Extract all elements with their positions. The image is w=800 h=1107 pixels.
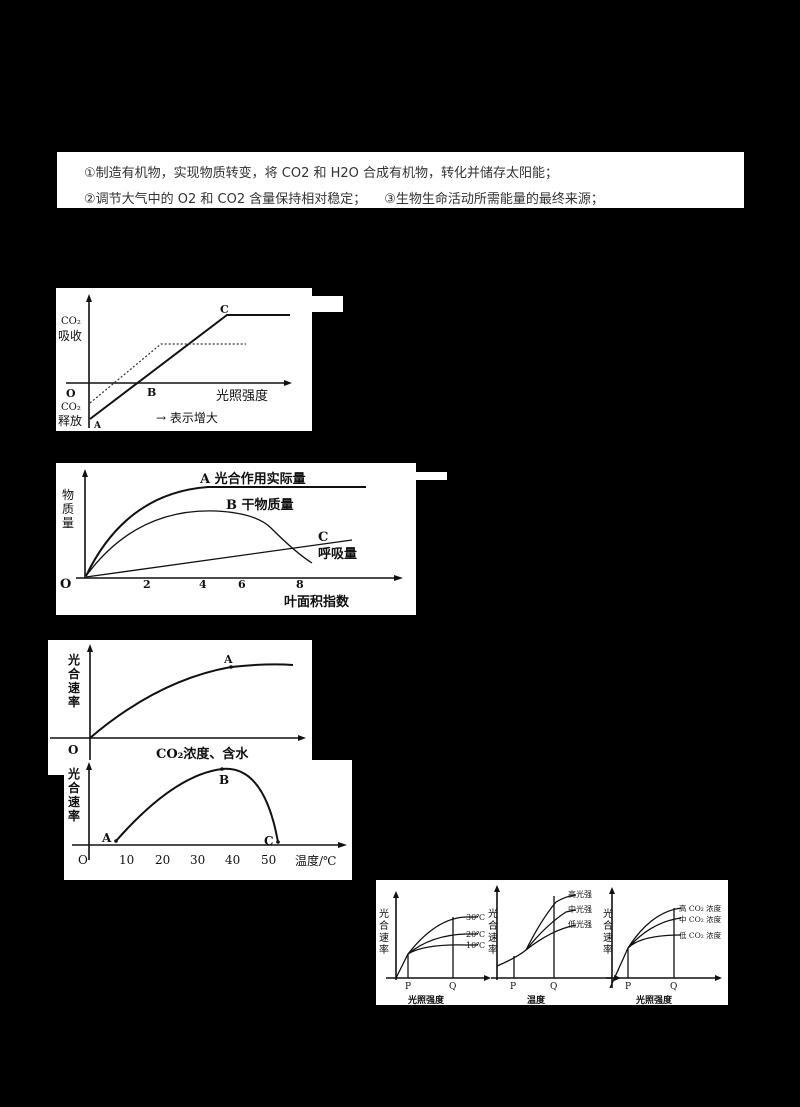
svg-text:率: 率 <box>68 808 80 823</box>
svg-text:Q: Q <box>449 982 456 992</box>
svg-text:合: 合 <box>379 919 389 932</box>
svg-text:P: P <box>510 982 516 992</box>
figure2-leaf-area-chart: 物 质 量 O 2 4 6 8 叶面积指数 A 光合作用实际量 B 干物质量 C… <box>56 463 416 615</box>
svg-text:40: 40 <box>225 853 240 867</box>
svg-text:10: 10 <box>119 853 134 867</box>
svg-text:光照强度: 光照强度 <box>407 994 445 1005</box>
svg-text:Q: Q <box>550 982 557 992</box>
svg-text:温度: 温度 <box>527 994 546 1005</box>
svg-text:光: 光 <box>488 907 498 920</box>
figure2-point-c: C <box>318 530 328 545</box>
function-item-3: ③生物生命活动所需能量的最终来源； <box>384 192 604 207</box>
figure4-point-a: A <box>101 831 112 845</box>
function-line-1: ①制造有机物，实现物质转变，将 CO2 和 H2O 合成有机物，转化并储存太阳能… <box>84 166 559 181</box>
figure3-xlabel: CO₂浓度、含水 <box>156 746 249 762</box>
figure4-xlabel: 温度/℃ <box>295 853 336 868</box>
svg-text:20℃: 20℃ <box>466 930 485 939</box>
figure1-dotted-line <box>89 343 246 404</box>
function-item-2: ②调节大气中的 O2 和 CO2 含量保持相对稳定； <box>84 192 367 207</box>
svg-text:中光强: 中光强 <box>568 904 592 914</box>
figure1-ylabel-bottom-2: 释放 <box>58 413 82 428</box>
svg-text:合: 合 <box>68 780 81 795</box>
svg-text:光: 光 <box>67 652 80 667</box>
svg-text:量: 量 <box>62 516 74 530</box>
svg-text:2: 2 <box>143 578 151 591</box>
figure4-curve <box>115 767 279 843</box>
svg-text:4: 4 <box>199 578 207 591</box>
svg-text:20: 20 <box>155 853 170 867</box>
svg-text:速: 速 <box>488 932 498 944</box>
svg-text:Q: Q <box>670 982 677 992</box>
svg-text:率: 率 <box>379 943 389 956</box>
figure1-solid-line <box>89 314 290 420</box>
figure3-point-a: A <box>223 653 233 666</box>
figure3-co2-concentration-chart: 光 合 速 率 O A CO₂浓度、含水 <box>48 640 312 775</box>
figure2-label-a: A 光合作用实际量 <box>199 471 306 487</box>
figure2-label-resp: 呼吸量 <box>318 546 357 562</box>
svg-text:6: 6 <box>238 578 246 591</box>
svg-text:速: 速 <box>379 932 389 944</box>
figure1-ylabel-top-1: CO₂ <box>61 316 81 327</box>
figure5-sub1: 光 合 速 率 P Q 光照强度 30℃ 20℃ 10℃ <box>379 891 491 1005</box>
figure2-xlabel: 叶面积指数 <box>284 594 350 610</box>
figure5-multi-factor-charts: 光 合 速 率 P Q 光照强度 30℃ 20℃ 10℃ 光 合 <box>376 880 728 1005</box>
svg-text:10℃: 10℃ <box>466 941 485 950</box>
figure4-temperature-chart: 光 合 速 率 O 10 20 30 40 50 温度/℃ A B C <box>64 760 352 880</box>
svg-text:速: 速 <box>68 680 80 695</box>
figure1-co2-light-chart: CO₂ 吸收 O CO₂ 释放 A B C 光照强度 → 表示增大 <box>56 288 312 431</box>
svg-text:P: P <box>405 982 411 992</box>
svg-text:光: 光 <box>379 907 389 920</box>
figure1-point-a: A <box>93 421 102 431</box>
figure2-respiration-line <box>85 539 353 578</box>
figure4-point-b: B <box>219 773 229 787</box>
svg-text:30: 30 <box>190 853 205 867</box>
svg-text:速: 速 <box>603 932 613 944</box>
svg-text:率: 率 <box>603 943 613 956</box>
figure1-ylabel-bottom-1: CO₂ <box>61 402 81 413</box>
svg-text:低光强: 低光强 <box>568 919 592 929</box>
svg-text:30℃: 30℃ <box>466 913 485 922</box>
svg-text:光: 光 <box>67 766 80 781</box>
svg-text:率: 率 <box>68 694 80 709</box>
svg-text:物: 物 <box>62 488 74 502</box>
svg-text:P: P <box>625 982 631 992</box>
figure1-legend: → 表示增大 <box>156 411 218 425</box>
svg-text:光照强度: 光照强度 <box>635 994 673 1005</box>
figure5-sub2: 光 合 速 率 P Q 温度 高光强 中光强 低光强 <box>488 885 621 1005</box>
svg-text:高 CO₂ 浓度: 高 CO₂ 浓度 <box>679 903 722 913</box>
figure1-xlabel: 光照强度 <box>216 388 268 404</box>
figure2-curve-b <box>85 510 313 577</box>
svg-text:50: 50 <box>261 853 276 867</box>
figure4-point-c: C <box>264 834 274 848</box>
svg-text:高光强: 高光强 <box>568 889 592 899</box>
svg-text:光: 光 <box>603 907 613 920</box>
figure2-label-b: B 干物质量 <box>226 497 294 513</box>
svg-text:合: 合 <box>488 919 498 932</box>
function-text-panel: ①制造有机物，实现物质转变，将 CO2 和 H2O 合成有机物，转化并储存太阳能… <box>57 152 744 208</box>
figure1-point-b: B <box>147 386 156 399</box>
svg-text:合: 合 <box>603 919 613 932</box>
svg-text:率: 率 <box>488 943 498 956</box>
figure3-origin: O <box>68 743 78 757</box>
svg-text:速: 速 <box>68 794 80 809</box>
figure5-sub3: 光 合 速 率 P Q 光照强度 高 CO₂ 浓度 中 CO₂ 浓度 低 CO₂… <box>603 887 722 1005</box>
figure1-origin: O <box>66 387 76 400</box>
figure2-origin: O <box>60 577 71 592</box>
figure1-ylabel-top-2: 吸收 <box>58 329 82 343</box>
svg-text:质: 质 <box>62 502 74 516</box>
svg-text:8: 8 <box>296 578 304 591</box>
svg-text:中 CO₂ 浓度: 中 CO₂ 浓度 <box>679 914 722 924</box>
figure2-curve-a <box>85 486 366 577</box>
function-line-2: ②调节大气中的 O2 和 CO2 含量保持相对稳定； ③生物生命活动所需能量的最终… <box>84 188 604 207</box>
figure4-origin: O <box>78 853 88 867</box>
svg-text:合: 合 <box>68 666 81 681</box>
svg-text:低 CO₂ 浓度: 低 CO₂ 浓度 <box>679 930 722 940</box>
figure1-point-c: C <box>220 303 229 316</box>
figure3-curve <box>89 663 294 739</box>
